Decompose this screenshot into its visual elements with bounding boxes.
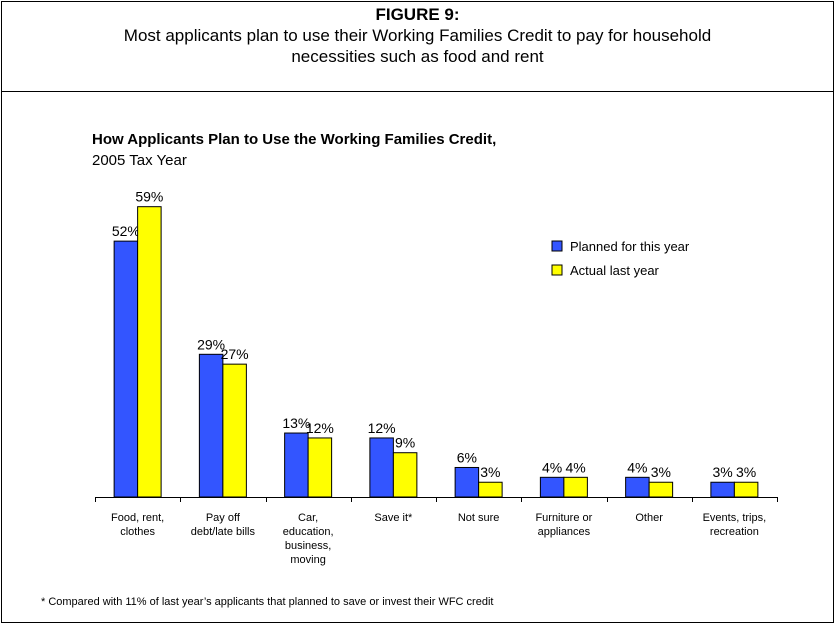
bar-planned bbox=[454, 466, 480, 498]
category-label: business, bbox=[285, 540, 331, 552]
category-label: clothes bbox=[120, 526, 155, 538]
legend-swatch bbox=[551, 240, 563, 252]
data-label: 13% bbox=[282, 415, 310, 431]
bar-planned bbox=[284, 432, 309, 498]
figure-header: FIGURE 9: Most applicants plan to use th… bbox=[2, 2, 833, 92]
bar-planned bbox=[113, 240, 139, 498]
category-label: Not sure bbox=[458, 512, 500, 524]
bar-planned bbox=[369, 437, 394, 498]
bar-actual bbox=[222, 363, 247, 498]
category-label: appliances bbox=[538, 526, 591, 538]
category-label: Other bbox=[635, 512, 663, 524]
category-label: Save it* bbox=[374, 512, 413, 524]
data-label: 4% bbox=[566, 459, 586, 475]
chart-title: How Applicants Plan to Use the Working F… bbox=[92, 131, 497, 148]
category-label: Events, trips, bbox=[703, 512, 767, 524]
data-label: 4% bbox=[542, 459, 562, 475]
category-label: education, bbox=[283, 526, 334, 538]
legend-swatch bbox=[551, 264, 563, 276]
bar-actual bbox=[733, 481, 759, 498]
data-label: 52% bbox=[112, 223, 140, 239]
data-label: 3% bbox=[713, 464, 733, 480]
data-label: 9% bbox=[395, 435, 415, 451]
bar-actual bbox=[307, 437, 333, 498]
data-label: 6% bbox=[457, 449, 477, 465]
legend-label: Actual last year bbox=[570, 263, 660, 278]
bar-actual bbox=[392, 452, 418, 498]
data-label: 12% bbox=[306, 420, 334, 436]
bar-planned bbox=[710, 481, 735, 498]
data-label: 59% bbox=[135, 189, 163, 205]
figure-caption: Most applicants plan to use their Workin… bbox=[123, 26, 712, 66]
bar-planned bbox=[539, 476, 565, 498]
data-label: 3% bbox=[651, 464, 671, 480]
category-label: Furniture or bbox=[535, 512, 592, 524]
bar-planned bbox=[198, 353, 224, 498]
bar-planned bbox=[625, 476, 650, 498]
data-label: 3% bbox=[480, 464, 500, 480]
data-label: 4% bbox=[627, 459, 647, 475]
chart-subtitle: 2005 Tax Year bbox=[92, 152, 187, 169]
category-label: Food, rent, bbox=[111, 512, 164, 524]
bar-actual bbox=[478, 481, 503, 498]
category-label: Pay off bbox=[206, 512, 241, 524]
bar-actual bbox=[563, 476, 588, 498]
bar-actual bbox=[137, 206, 162, 498]
category-label: recreation bbox=[710, 526, 759, 538]
legend-label: Planned for this year bbox=[570, 239, 690, 254]
category-label: Car, bbox=[298, 512, 318, 524]
bar-actual bbox=[648, 481, 674, 498]
category-label: moving bbox=[290, 554, 325, 566]
data-label: 12% bbox=[368, 420, 396, 436]
data-label: 3% bbox=[736, 464, 756, 480]
figure-label: FIGURE 9: bbox=[375, 5, 460, 24]
data-label: 29% bbox=[197, 336, 225, 352]
footnote: * Compared with 11% of last year’s appli… bbox=[41, 596, 494, 608]
data-label: 27% bbox=[221, 346, 249, 362]
category-label: debt/late bills bbox=[191, 526, 256, 538]
